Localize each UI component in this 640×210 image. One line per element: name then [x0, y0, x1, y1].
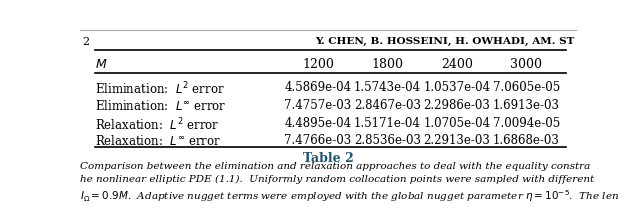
Text: 7.0605e-05: 7.0605e-05: [493, 81, 560, 94]
Text: Y. CHEN, B. HOSSEINI, H. OWHADI, AM. ST: Y. CHEN, B. HOSSEINI, H. OWHADI, AM. ST: [316, 37, 575, 46]
Text: 2.8536e-03: 2.8536e-03: [354, 134, 421, 147]
Text: 1.5171e-04: 1.5171e-04: [354, 117, 421, 130]
Text: 1200: 1200: [302, 58, 334, 71]
Text: 1.6868e-03: 1.6868e-03: [493, 134, 560, 147]
Text: 7.4757e-03: 7.4757e-03: [284, 99, 352, 112]
Text: 1.6913e-03: 1.6913e-03: [493, 99, 560, 112]
Text: 2.2913e-03: 2.2913e-03: [424, 134, 490, 147]
Text: 1.5743e-04: 1.5743e-04: [354, 81, 421, 94]
Text: Comparison between the elimination and relaxation approaches to deal with the eq: Comparison between the elimination and r…: [80, 162, 590, 171]
Text: Relaxation:  $L^2$ error: Relaxation: $L^2$ error: [95, 117, 219, 133]
Text: $I_\Omega = 0.9M$.  Adaptive nugget terms were employed with the global nugget p: $I_\Omega = 0.9M$. Adaptive nugget terms…: [80, 188, 620, 203]
Text: he nonlinear elliptic PDE (1.1).  Uniformly random collocation points were sampl: he nonlinear elliptic PDE (1.1). Uniform…: [80, 175, 594, 184]
Text: 7.0094e-05: 7.0094e-05: [493, 117, 560, 130]
Text: $M$: $M$: [95, 58, 108, 71]
Text: 1.0537e-04: 1.0537e-04: [424, 81, 490, 94]
Text: 3000: 3000: [511, 58, 543, 71]
Text: 2: 2: [83, 37, 90, 47]
Text: Elimination:  $L^{\infty}$ error: Elimination: $L^{\infty}$ error: [95, 99, 226, 113]
Text: 2.2986e-03: 2.2986e-03: [424, 99, 490, 112]
Text: 4.5869e-04: 4.5869e-04: [285, 81, 351, 94]
Text: 1.0705e-04: 1.0705e-04: [424, 117, 490, 130]
Text: Relaxation:  $L^{\infty}$ error: Relaxation: $L^{\infty}$ error: [95, 134, 221, 148]
Text: 1800: 1800: [371, 58, 404, 71]
Text: Elimination:  $L^2$ error: Elimination: $L^2$ error: [95, 81, 225, 98]
Text: 2400: 2400: [441, 58, 473, 71]
Text: 4.4895e-04: 4.4895e-04: [285, 117, 351, 130]
Text: 7.4766e-03: 7.4766e-03: [284, 134, 352, 147]
Text: Table 2: Table 2: [303, 152, 353, 165]
Text: 2.8467e-03: 2.8467e-03: [354, 99, 421, 112]
